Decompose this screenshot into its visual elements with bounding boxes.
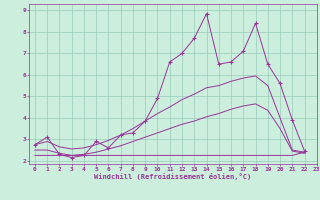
X-axis label: Windchill (Refroidissement éolien,°C): Windchill (Refroidissement éolien,°C) [94, 173, 252, 180]
